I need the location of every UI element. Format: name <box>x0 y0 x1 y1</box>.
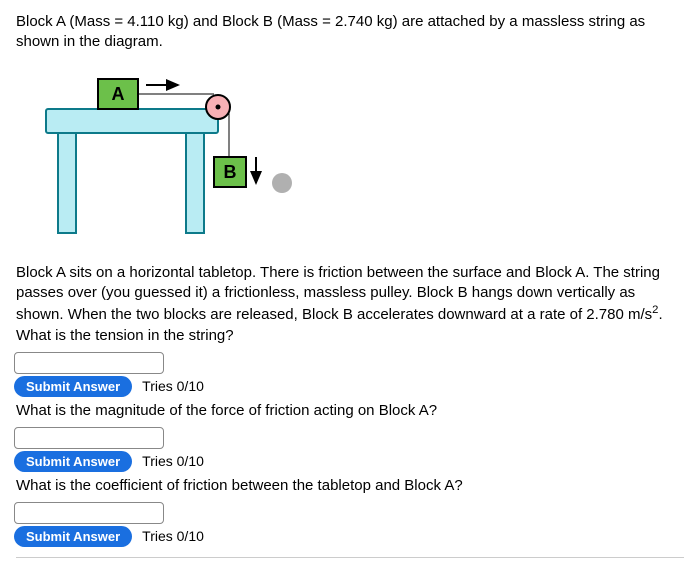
problem-intro: Block A (Mass = 4.110 kg) and Block B (M… <box>16 12 684 53</box>
submit-button-2[interactable]: Submit Answer <box>14 451 132 472</box>
physics-diagram: AB <box>36 65 684 247</box>
question-2: What is the magnitude of the force of fr… <box>16 401 684 421</box>
submit-button-1[interactable]: Submit Answer <box>14 376 132 397</box>
svg-text:A: A <box>112 84 125 104</box>
tries-2: Tries 0/10 <box>142 452 204 471</box>
question-3: What is the coefficient of friction betw… <box>16 476 684 496</box>
tries-1: Tries 0/10 <box>142 377 204 396</box>
answer-input-1[interactable] <box>14 352 164 374</box>
svg-text:B: B <box>224 162 237 182</box>
submit-button-3[interactable]: Submit Answer <box>14 526 132 547</box>
divider <box>16 557 684 558</box>
tries-3: Tries 0/10 <box>142 527 204 546</box>
answer-input-2[interactable] <box>14 427 164 449</box>
question-1: Block A sits on a horizontal tabletop. T… <box>16 263 684 346</box>
answer-input-3[interactable] <box>14 502 164 524</box>
